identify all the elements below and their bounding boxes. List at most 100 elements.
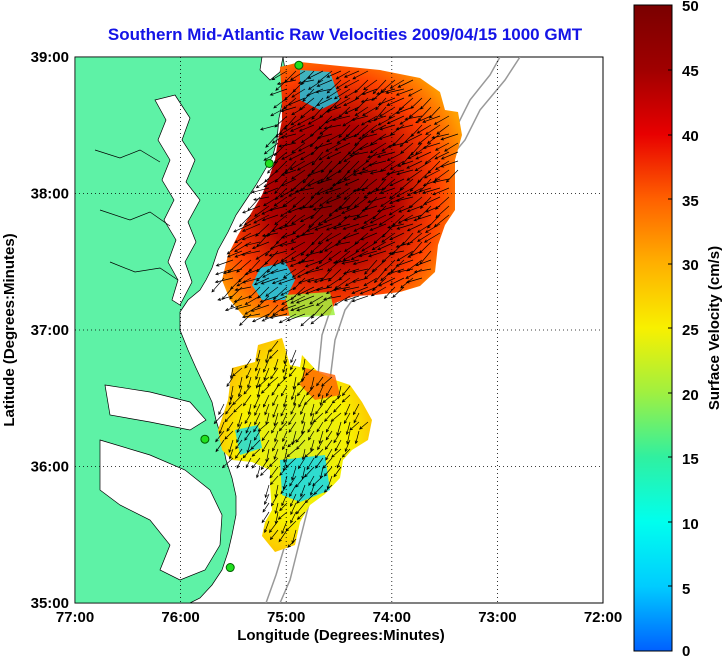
velocity-arrow bbox=[324, 241, 342, 252]
velocity-arrow bbox=[313, 484, 324, 496]
velocity-arrow bbox=[307, 169, 324, 177]
velocity-arrow bbox=[233, 403, 243, 413]
colorbar: 50 45 40 35 30 25 20 15 10 5 0 Surface V… bbox=[633, 0, 723, 659]
velocity-arrow bbox=[247, 376, 252, 389]
velocity-arrow bbox=[256, 466, 261, 479]
velocity-arrow bbox=[396, 169, 414, 176]
velocity-arrow bbox=[236, 421, 243, 434]
velocity-arrow bbox=[434, 142, 450, 151]
velocity-arrow bbox=[291, 88, 306, 98]
velocity-arrow bbox=[396, 250, 414, 262]
velocity-arrow bbox=[391, 214, 405, 227]
velocity-arrow bbox=[308, 430, 315, 441]
velocity-arrow bbox=[424, 223, 441, 233]
velocity-arrow bbox=[397, 268, 414, 274]
velocity-arrow bbox=[405, 277, 423, 284]
velocity-arrow bbox=[415, 151, 432, 160]
x-tick-label: 74:00 bbox=[373, 609, 411, 626]
velocity-arrow bbox=[395, 88, 414, 96]
velocity-arrow bbox=[296, 160, 315, 171]
velocity-arrow bbox=[271, 421, 279, 434]
x-tick-label: 72:00 bbox=[584, 609, 622, 626]
velocity-arrow bbox=[354, 97, 369, 112]
velocity-arrow bbox=[343, 169, 360, 181]
velocity-arrow bbox=[261, 313, 279, 322]
velocity-arrow bbox=[308, 475, 315, 487]
velocity-arrow bbox=[280, 484, 288, 495]
velocity-arrow bbox=[323, 466, 333, 477]
velocity-arrow bbox=[417, 205, 432, 220]
velocity-arrow bbox=[244, 430, 252, 441]
velocity-arrow bbox=[274, 178, 288, 195]
velocity-arrow bbox=[395, 124, 414, 131]
velocity-arrow bbox=[259, 124, 279, 131]
velocity-arrow bbox=[383, 286, 396, 299]
velocity-arrow bbox=[368, 250, 387, 258]
velocity-arrow bbox=[380, 268, 396, 281]
velocity-arrow bbox=[358, 142, 378, 151]
velocity-arrow bbox=[406, 259, 423, 272]
velocity-arrow bbox=[306, 223, 324, 232]
velocity-arrow bbox=[280, 133, 297, 139]
velocity-arrow bbox=[346, 430, 351, 445]
colorbar-tick: 10 bbox=[682, 516, 699, 533]
velocity-arrow bbox=[254, 358, 261, 372]
velocity-arrow bbox=[257, 421, 270, 432]
velocity-arrow bbox=[244, 268, 261, 276]
station-marker bbox=[294, 60, 304, 70]
velocity-arrow bbox=[404, 214, 423, 222]
velocity-arrow bbox=[290, 304, 306, 312]
velocity-arrow bbox=[273, 448, 279, 460]
velocity-arrow bbox=[221, 457, 234, 469]
velocity-arrow bbox=[342, 268, 360, 275]
velocity-arrow bbox=[310, 412, 315, 426]
velocity-arrow bbox=[360, 97, 378, 103]
velocity-arrow bbox=[274, 502, 279, 515]
velocity-arrow bbox=[389, 232, 405, 241]
velocity-arrow bbox=[263, 358, 270, 373]
velocity-arrow bbox=[363, 79, 378, 91]
velocity-arrow bbox=[251, 457, 261, 469]
velocity-arrow bbox=[337, 385, 342, 400]
velocity-arrow bbox=[301, 412, 306, 425]
velocity-arrow bbox=[217, 295, 234, 301]
velocity-arrow bbox=[379, 106, 396, 117]
velocity-arrow bbox=[281, 412, 288, 426]
velocity-arrow bbox=[281, 151, 297, 160]
velocity-arrow bbox=[289, 160, 306, 171]
albemarle-sound bbox=[104, 384, 207, 431]
velocity-arrow bbox=[376, 205, 396, 213]
velocity-arrow bbox=[296, 376, 306, 386]
velocity-arrow bbox=[309, 295, 324, 305]
velocity-arrow bbox=[417, 133, 432, 145]
velocity-arrow bbox=[407, 151, 423, 159]
velocity-arrow bbox=[267, 160, 279, 174]
colorbar-tick: 5 bbox=[682, 581, 690, 598]
velocity-arrow bbox=[352, 214, 369, 221]
velocity-arrow bbox=[372, 79, 387, 95]
velocity-arrow bbox=[274, 430, 279, 443]
velocity-arrow bbox=[269, 268, 288, 275]
velocity-arrow bbox=[349, 421, 360, 431]
velocity-arrow bbox=[386, 151, 405, 161]
velocity-arrow bbox=[317, 214, 333, 226]
velocity-arrow bbox=[274, 214, 288, 226]
velocity-arrow bbox=[301, 358, 306, 371]
velocity-arrow bbox=[241, 232, 261, 241]
velocity-arrow bbox=[379, 187, 396, 194]
velocity-arrow bbox=[298, 124, 315, 132]
velocity-arrow bbox=[343, 214, 360, 220]
velocity-arrow bbox=[273, 412, 279, 427]
velocity-arrow bbox=[238, 268, 252, 283]
velocity-arrow bbox=[231, 367, 243, 377]
velocity-arrow bbox=[422, 142, 441, 150]
velocity-arrow bbox=[256, 349, 261, 363]
velocity-arrow bbox=[304, 448, 315, 458]
station-marker bbox=[200, 434, 210, 444]
velocity-arrow bbox=[226, 376, 234, 388]
velocity-arrow bbox=[234, 241, 252, 253]
velocity-arrow bbox=[298, 142, 315, 152]
velocity-arrow bbox=[415, 259, 432, 267]
velocity-arrow bbox=[264, 493, 270, 506]
velocity-arrow bbox=[287, 205, 306, 213]
